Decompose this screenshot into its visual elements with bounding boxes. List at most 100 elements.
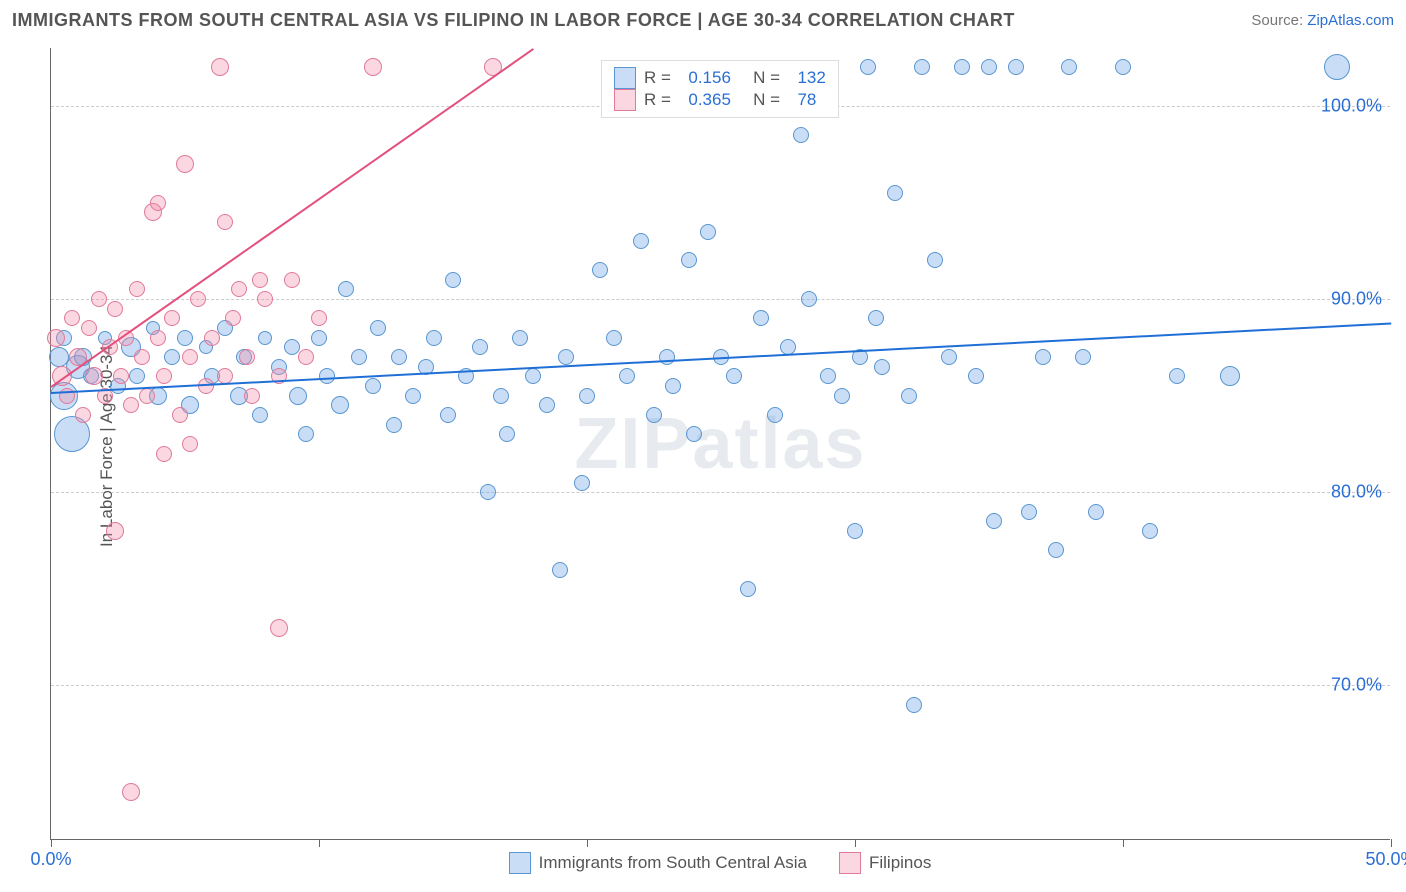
- scatter-point-fil: [211, 58, 229, 76]
- scatter-point-fil: [129, 281, 145, 297]
- scatter-point-fil: [182, 349, 198, 365]
- scatter-point-sca: [633, 233, 649, 249]
- bottom-legend: Immigrants from South Central Asia Filipi…: [50, 852, 1390, 874]
- scatter-point-sca: [129, 368, 145, 384]
- scatter-point-fil: [284, 272, 300, 288]
- scatter-point-sca: [480, 484, 496, 500]
- n-value: 78: [793, 90, 817, 110]
- scatter-point-sca: [370, 320, 386, 336]
- r-value: 0.365: [684, 90, 731, 110]
- scatter-point-sca: [445, 272, 461, 288]
- scatter-point-sca: [619, 368, 635, 384]
- y-tick-label: 90.0%: [1331, 289, 1382, 310]
- scatter-point-fil: [239, 349, 255, 365]
- scatter-point-sca: [1220, 366, 1240, 386]
- x-tick-mark: [1123, 839, 1124, 847]
- legend-swatch: [614, 89, 636, 111]
- scatter-point-fil: [91, 291, 107, 307]
- scatter-point-sca: [954, 59, 970, 75]
- scatter-point-sca: [552, 562, 568, 578]
- gridline: [51, 299, 1390, 300]
- scatter-point-sca: [1061, 59, 1077, 75]
- y-tick-label: 100.0%: [1321, 95, 1382, 116]
- scatter-point-sca: [1048, 542, 1064, 558]
- scatter-point-sca: [986, 513, 1002, 529]
- scatter-point-sca: [525, 368, 541, 384]
- scatter-point-fil: [150, 195, 166, 211]
- scatter-point-fil: [81, 320, 97, 336]
- scatter-point-fil: [150, 330, 166, 346]
- scatter-point-sca: [1021, 504, 1037, 520]
- scatter-point-sca: [579, 388, 595, 404]
- scatter-point-fil: [204, 330, 220, 346]
- scatter-point-fil: [225, 310, 241, 326]
- scatter-point-sca: [820, 368, 836, 384]
- scatter-point-fil: [311, 310, 327, 326]
- scatter-point-fil: [270, 619, 288, 637]
- x-tick-mark: [855, 839, 856, 847]
- scatter-point-sca: [1142, 523, 1158, 539]
- gridline: [51, 685, 1390, 686]
- scatter-point-sca: [177, 330, 193, 346]
- scatter-point-sca: [289, 387, 307, 405]
- scatter-point-fil: [190, 291, 206, 307]
- scatter-point-sca: [726, 368, 742, 384]
- scatter-point-sca: [558, 349, 574, 365]
- scatter-point-sca: [311, 330, 327, 346]
- scatter-point-fil: [182, 436, 198, 452]
- scatter-point-sca: [1169, 368, 1185, 384]
- scatter-point-sca: [665, 378, 681, 394]
- scatter-point-fil: [47, 329, 65, 347]
- scatter-point-sca: [753, 310, 769, 326]
- scatter-point-sca: [914, 59, 930, 75]
- scatter-point-sca: [901, 388, 917, 404]
- scatter-point-sca: [592, 262, 608, 278]
- gridline: [51, 492, 1390, 493]
- scatter-point-fil: [113, 368, 129, 384]
- scatter-point-sca: [681, 252, 697, 268]
- scatter-point-sca: [981, 59, 997, 75]
- scatter-point-sca: [874, 359, 890, 375]
- stats-legend-row: R = 0.365 N = 78: [614, 89, 826, 111]
- scatter-point-fil: [134, 349, 150, 365]
- legend-item: Filipinos: [839, 852, 931, 874]
- scatter-point-fil: [217, 214, 233, 230]
- r-value: 0.156: [684, 68, 731, 88]
- scatter-point-sca: [426, 330, 442, 346]
- stats-legend-row: R = 0.156 N = 132: [614, 67, 826, 89]
- scatter-point-sca: [440, 407, 456, 423]
- scatter-point-sca: [539, 397, 555, 413]
- scatter-point-sca: [834, 388, 850, 404]
- stats-legend: R = 0.156 N = 132R = 0.365 N = 78: [601, 60, 839, 118]
- scatter-point-fil: [85, 367, 103, 385]
- scatter-point-sca: [646, 407, 662, 423]
- legend-item: Immigrants from South Central Asia: [509, 852, 807, 874]
- scatter-point-sca: [258, 331, 272, 345]
- scatter-point-fil: [107, 301, 123, 317]
- scatter-point-sca: [906, 697, 922, 713]
- scatter-point-sca: [793, 127, 809, 143]
- x-tick-mark: [319, 839, 320, 847]
- scatter-point-sca: [659, 349, 675, 365]
- scatter-point-fil: [123, 397, 139, 413]
- scatter-point-sca: [252, 407, 268, 423]
- scatter-point-sca: [1035, 349, 1051, 365]
- scatter-point-fil: [164, 310, 180, 326]
- scatter-point-sca: [472, 339, 488, 355]
- scatter-point-sca: [887, 185, 903, 201]
- scatter-point-fil: [64, 310, 80, 326]
- scatter-point-sca: [1324, 54, 1350, 80]
- source-link[interactable]: ZipAtlas.com: [1307, 12, 1394, 29]
- scatter-point-sca: [499, 426, 515, 442]
- source-label: Source: ZipAtlas.com: [1251, 12, 1394, 29]
- scatter-point-sca: [1115, 59, 1131, 75]
- scatter-point-sca: [1075, 349, 1091, 365]
- scatter-point-sca: [686, 426, 702, 442]
- trend-line-fil: [50, 48, 534, 388]
- scatter-point-sca: [847, 523, 863, 539]
- scatter-point-sca: [1008, 59, 1024, 75]
- scatter-point-fil: [231, 281, 247, 297]
- n-value: 132: [793, 68, 826, 88]
- scatter-point-sca: [927, 252, 943, 268]
- scatter-point-fil: [139, 388, 155, 404]
